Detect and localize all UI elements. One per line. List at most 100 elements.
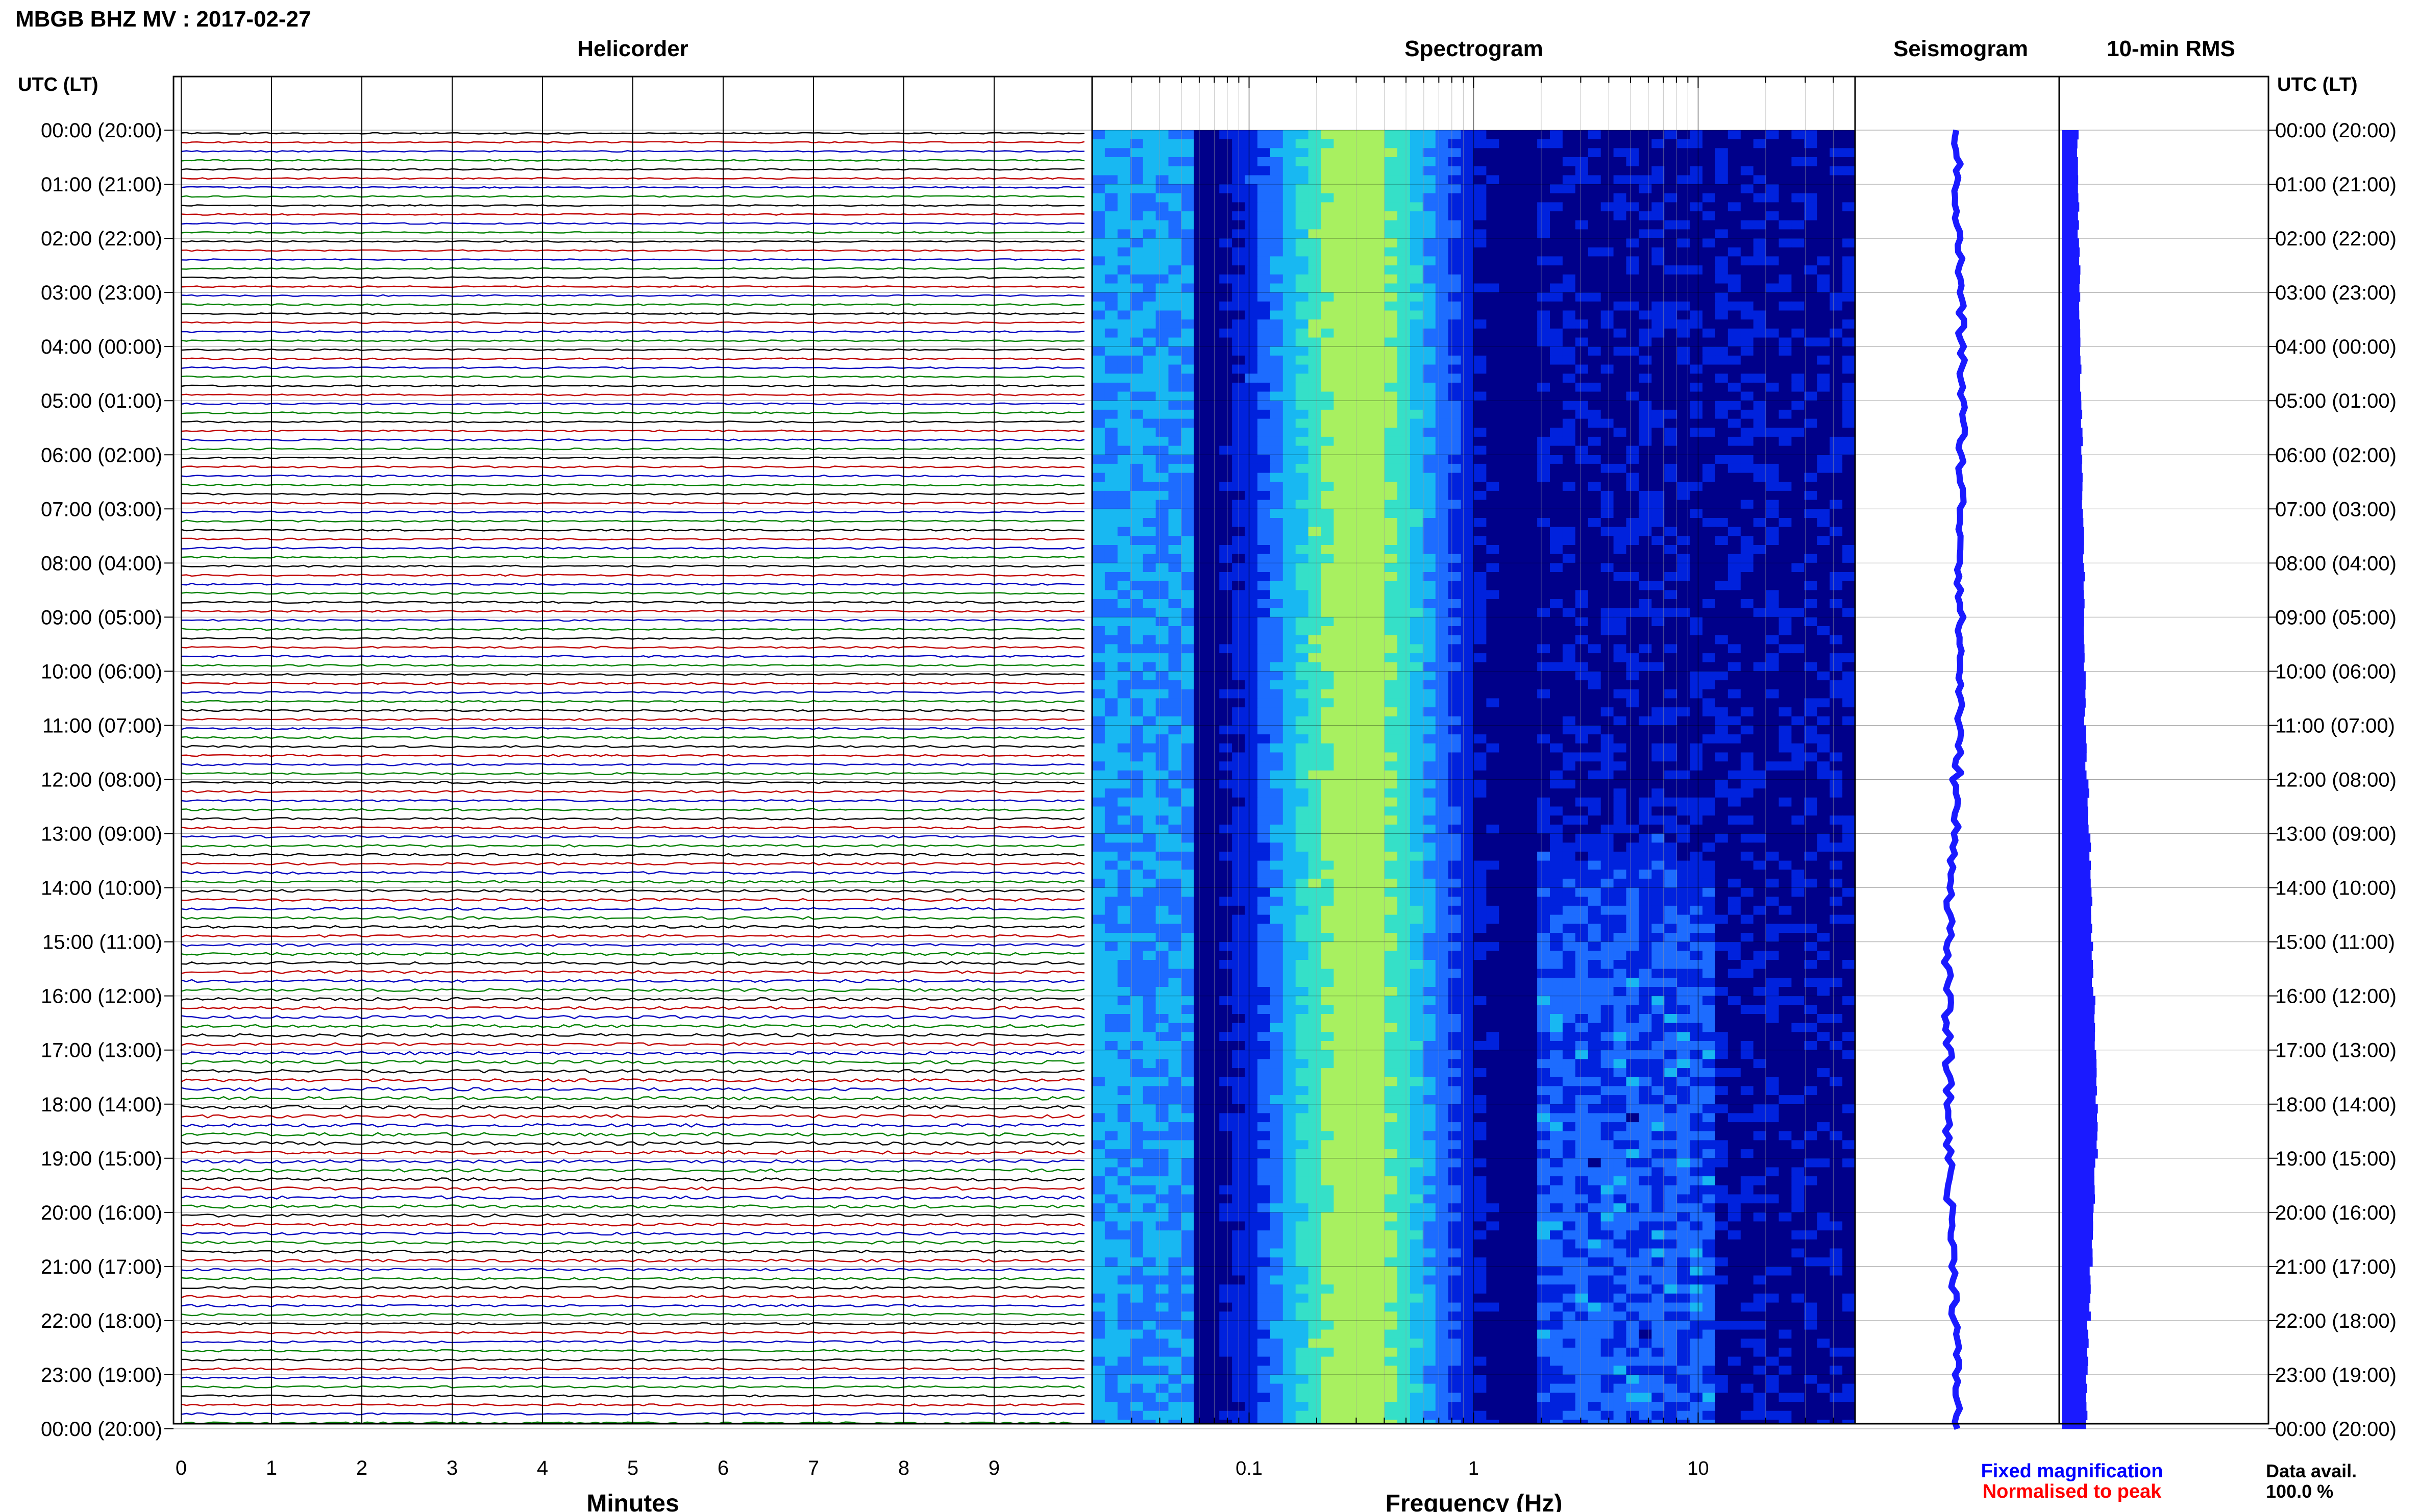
- spectrogram-cell: [1219, 707, 1232, 717]
- spectrogram-cell: [1575, 725, 1589, 735]
- spectrogram-cell: [1613, 860, 1627, 870]
- spectrogram-cell: [1524, 500, 1538, 509]
- spectrogram-cell: [1613, 842, 1627, 852]
- spectrogram-cell: [1206, 734, 1220, 744]
- spectrogram-cell: [1715, 752, 1729, 762]
- spectrogram-cell: [1664, 238, 1677, 248]
- spectrogram-cell: [1817, 870, 1830, 879]
- spectrogram-cell: [1702, 671, 1716, 681]
- spectrogram-cell: [1550, 870, 1563, 879]
- spectrogram-cell: [1397, 716, 1411, 726]
- spectrogram-cell: [1206, 842, 1220, 852]
- spectrogram-cell: [1295, 319, 1309, 329]
- spectrogram-cell: [1181, 247, 1194, 257]
- spectrogram-cell: [1461, 590, 1474, 600]
- spectrogram-cell: [1219, 752, 1232, 762]
- spectrogram-cell: [1588, 752, 1601, 762]
- spectrogram-cell: [1270, 824, 1283, 834]
- spectrogram-cell: [1448, 238, 1462, 248]
- spectrogram-cell: [1359, 265, 1372, 275]
- spectrogram-cell: [1830, 445, 1843, 455]
- spectrogram-cell: [1588, 274, 1601, 284]
- spectrogram-cell: [1588, 409, 1601, 419]
- spectrogram-cell: [1804, 428, 1817, 437]
- spectrogram-cell: [1143, 409, 1156, 419]
- spectrogram-cell: [1600, 743, 1614, 753]
- spectrogram-cell: [1295, 409, 1309, 419]
- spectrogram-cell: [1232, 337, 1245, 347]
- spectrogram-cell: [1779, 870, 1792, 879]
- spectrogram-cell: [1817, 283, 1830, 293]
- spectrogram-cell: [1117, 292, 1131, 302]
- spectrogram-cell: [1385, 391, 1398, 401]
- spectrogram-cell: [1104, 761, 1118, 771]
- spectrogram-cell: [1626, 536, 1639, 546]
- spectrogram-cell: [1727, 518, 1741, 528]
- spectrogram-cell: [1473, 283, 1487, 293]
- spectrogram-cell: [1766, 292, 1780, 302]
- spectrogram-cell: [1372, 761, 1385, 771]
- spectrogram-cell: [1651, 274, 1665, 284]
- spectrogram-cell: [1613, 653, 1627, 663]
- spectrogram-cell: [1143, 842, 1156, 852]
- spectrogram-cell: [1181, 617, 1194, 627]
- spectrogram-cell: [1779, 653, 1792, 663]
- spectrogram-cell: [1588, 428, 1601, 437]
- spectrogram-cell: [1282, 698, 1296, 708]
- spectrogram-cell: [1486, 527, 1499, 536]
- spectrogram-cell: [1257, 473, 1271, 482]
- spectrogram-cell: [1791, 734, 1805, 744]
- spectrogram-cell: [1651, 202, 1665, 212]
- spectrogram-cell: [1104, 490, 1118, 501]
- spectrogram-cell: [1168, 364, 1181, 374]
- spectrogram-cell: [1143, 184, 1156, 194]
- spectrogram-cell: [1715, 184, 1729, 194]
- spectrogram-cell: [1295, 734, 1309, 744]
- spectrogram-cell: [1664, 662, 1677, 672]
- spectrogram-cell: [1130, 752, 1144, 762]
- spectrogram-cell: [1613, 436, 1627, 447]
- spectrogram-cell: [1600, 337, 1614, 347]
- spectrogram-cell: [1461, 130, 1474, 140]
- spectrogram-cell: [1600, 157, 1614, 167]
- spectrogram-cell: [1842, 698, 1855, 708]
- spectrogram-cell: [1550, 707, 1563, 717]
- spectrogram-cell: [1206, 833, 1220, 843]
- spectrogram-cell: [1817, 401, 1830, 410]
- spectrogram-cell: [1600, 644, 1614, 654]
- spectrogram-cell: [1282, 391, 1296, 401]
- spectrogram-cell: [1804, 265, 1817, 275]
- spectrogram-cell: [1092, 328, 1105, 338]
- spectrogram-cell: [1448, 445, 1462, 455]
- spectrogram-cell: [1473, 860, 1487, 870]
- spectrogram-cell: [1461, 436, 1474, 447]
- spectrogram-cell: [1600, 184, 1614, 194]
- spectrogram-cell: [1448, 860, 1462, 870]
- spectrogram-cell: [1499, 824, 1512, 834]
- spectrogram-cell: [1702, 824, 1716, 834]
- spectrogram-cell: [1537, 463, 1550, 474]
- spectrogram-cell: [1448, 490, 1462, 501]
- spectrogram-cell: [1651, 689, 1665, 699]
- spectrogram-cell: [1690, 554, 1703, 563]
- spectrogram-cell: [1232, 527, 1245, 536]
- spectrogram-cell: [1397, 554, 1411, 563]
- spectrogram-cell: [1791, 328, 1805, 338]
- spectrogram-cell: [1359, 815, 1372, 825]
- spectrogram-cell: [1282, 725, 1296, 735]
- spectrogram-cell: [1181, 707, 1194, 717]
- spectrogram-cell: [1435, 148, 1449, 158]
- spectrogram-cell: [1690, 734, 1703, 744]
- spectrogram-cell: [1664, 148, 1677, 158]
- spectrogram-cell: [1321, 265, 1334, 275]
- spectrogram-cell: [1499, 428, 1512, 437]
- spectrogram-cell: [1715, 490, 1729, 501]
- spectrogram-cell: [1422, 301, 1436, 311]
- spectrogram-cell: [1130, 292, 1144, 302]
- spectrogram-cell: [1295, 220, 1309, 230]
- spectrogram-cell: [1486, 806, 1499, 816]
- spectrogram-cell: [1282, 671, 1296, 681]
- spectrogram-cell: [1385, 238, 1398, 248]
- spectrogram-cell: [1346, 806, 1360, 816]
- spectrogram-cell: [1219, 229, 1232, 239]
